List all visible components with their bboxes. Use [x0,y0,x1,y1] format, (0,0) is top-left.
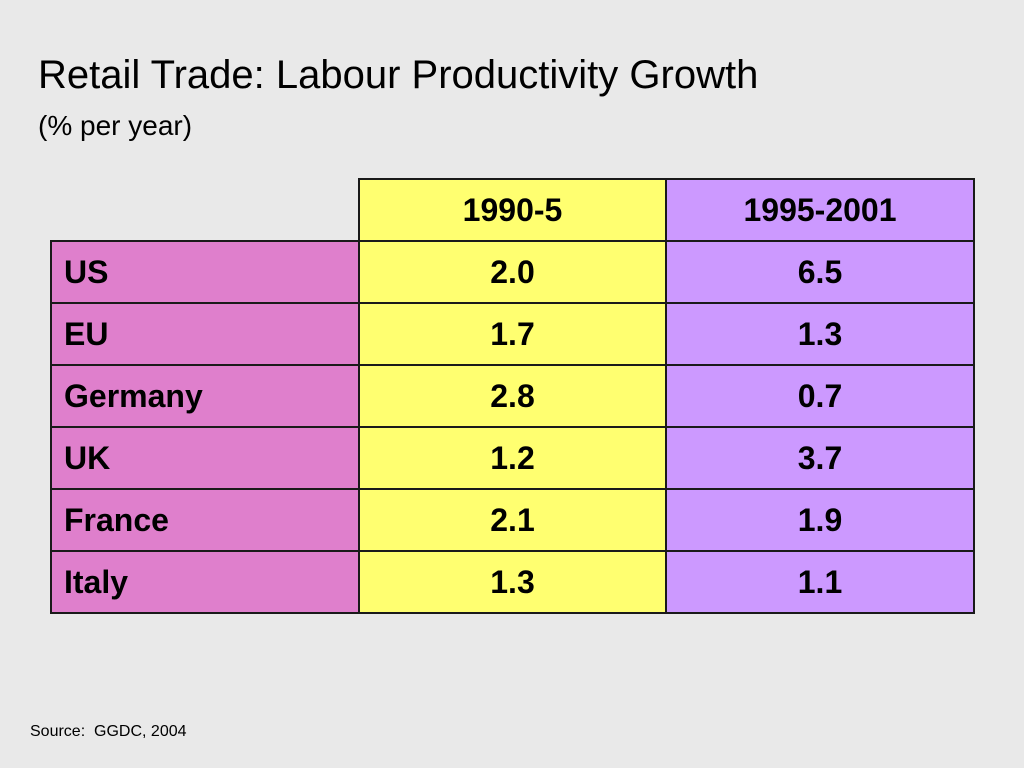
cell-uk-1995-2001: 3.7 [665,426,975,490]
table-header-row: 1990-5 1995-2001 [51,178,975,242]
cell-france-1995-2001: 1.9 [665,488,975,552]
slide-subtitle: (% per year) [38,110,193,141]
column-header-1990-5: 1990-5 [358,178,667,242]
row-label-uk: UK [50,426,360,490]
table-row: Italy 1.3 1.1 [50,550,975,614]
cell-eu-1995-2001: 1.3 [665,302,975,366]
row-label-germany: Germany [50,364,360,428]
row-label-italy: Italy [50,550,360,614]
table-row: EU 1.7 1.3 [50,302,975,366]
row-label-us: US [50,240,360,304]
productivity-table: 1990-5 1995-2001 US 2.0 6.5 EU 1.7 1.3 G… [50,178,975,614]
cell-eu-1990-5: 1.7 [358,302,667,366]
cell-uk-1990-5: 1.2 [358,426,667,490]
cell-germany-1995-2001: 0.7 [665,364,975,428]
source-note: Source: GGDC, 2004 [30,723,187,740]
row-label-eu: EU [50,302,360,366]
cell-italy-1990-5: 1.3 [358,550,667,614]
cell-france-1990-5: 2.1 [358,488,667,552]
table-row: UK 1.2 3.7 [50,426,975,490]
cell-germany-1990-5: 2.8 [358,364,667,428]
table-row: Germany 2.8 0.7 [50,364,975,428]
table-row: France 2.1 1.9 [50,488,975,552]
cell-us-1995-2001: 6.5 [665,240,975,304]
cell-italy-1995-2001: 1.1 [665,550,975,614]
column-header-1995-2001: 1995-2001 [665,178,975,242]
row-label-france: France [50,488,360,552]
table-corner-cell [51,179,360,242]
table-row: US 2.0 6.5 [50,240,975,304]
cell-us-1990-5: 2.0 [358,240,667,304]
slide-title: Retail Trade: Labour Productivity Growth [38,53,759,97]
